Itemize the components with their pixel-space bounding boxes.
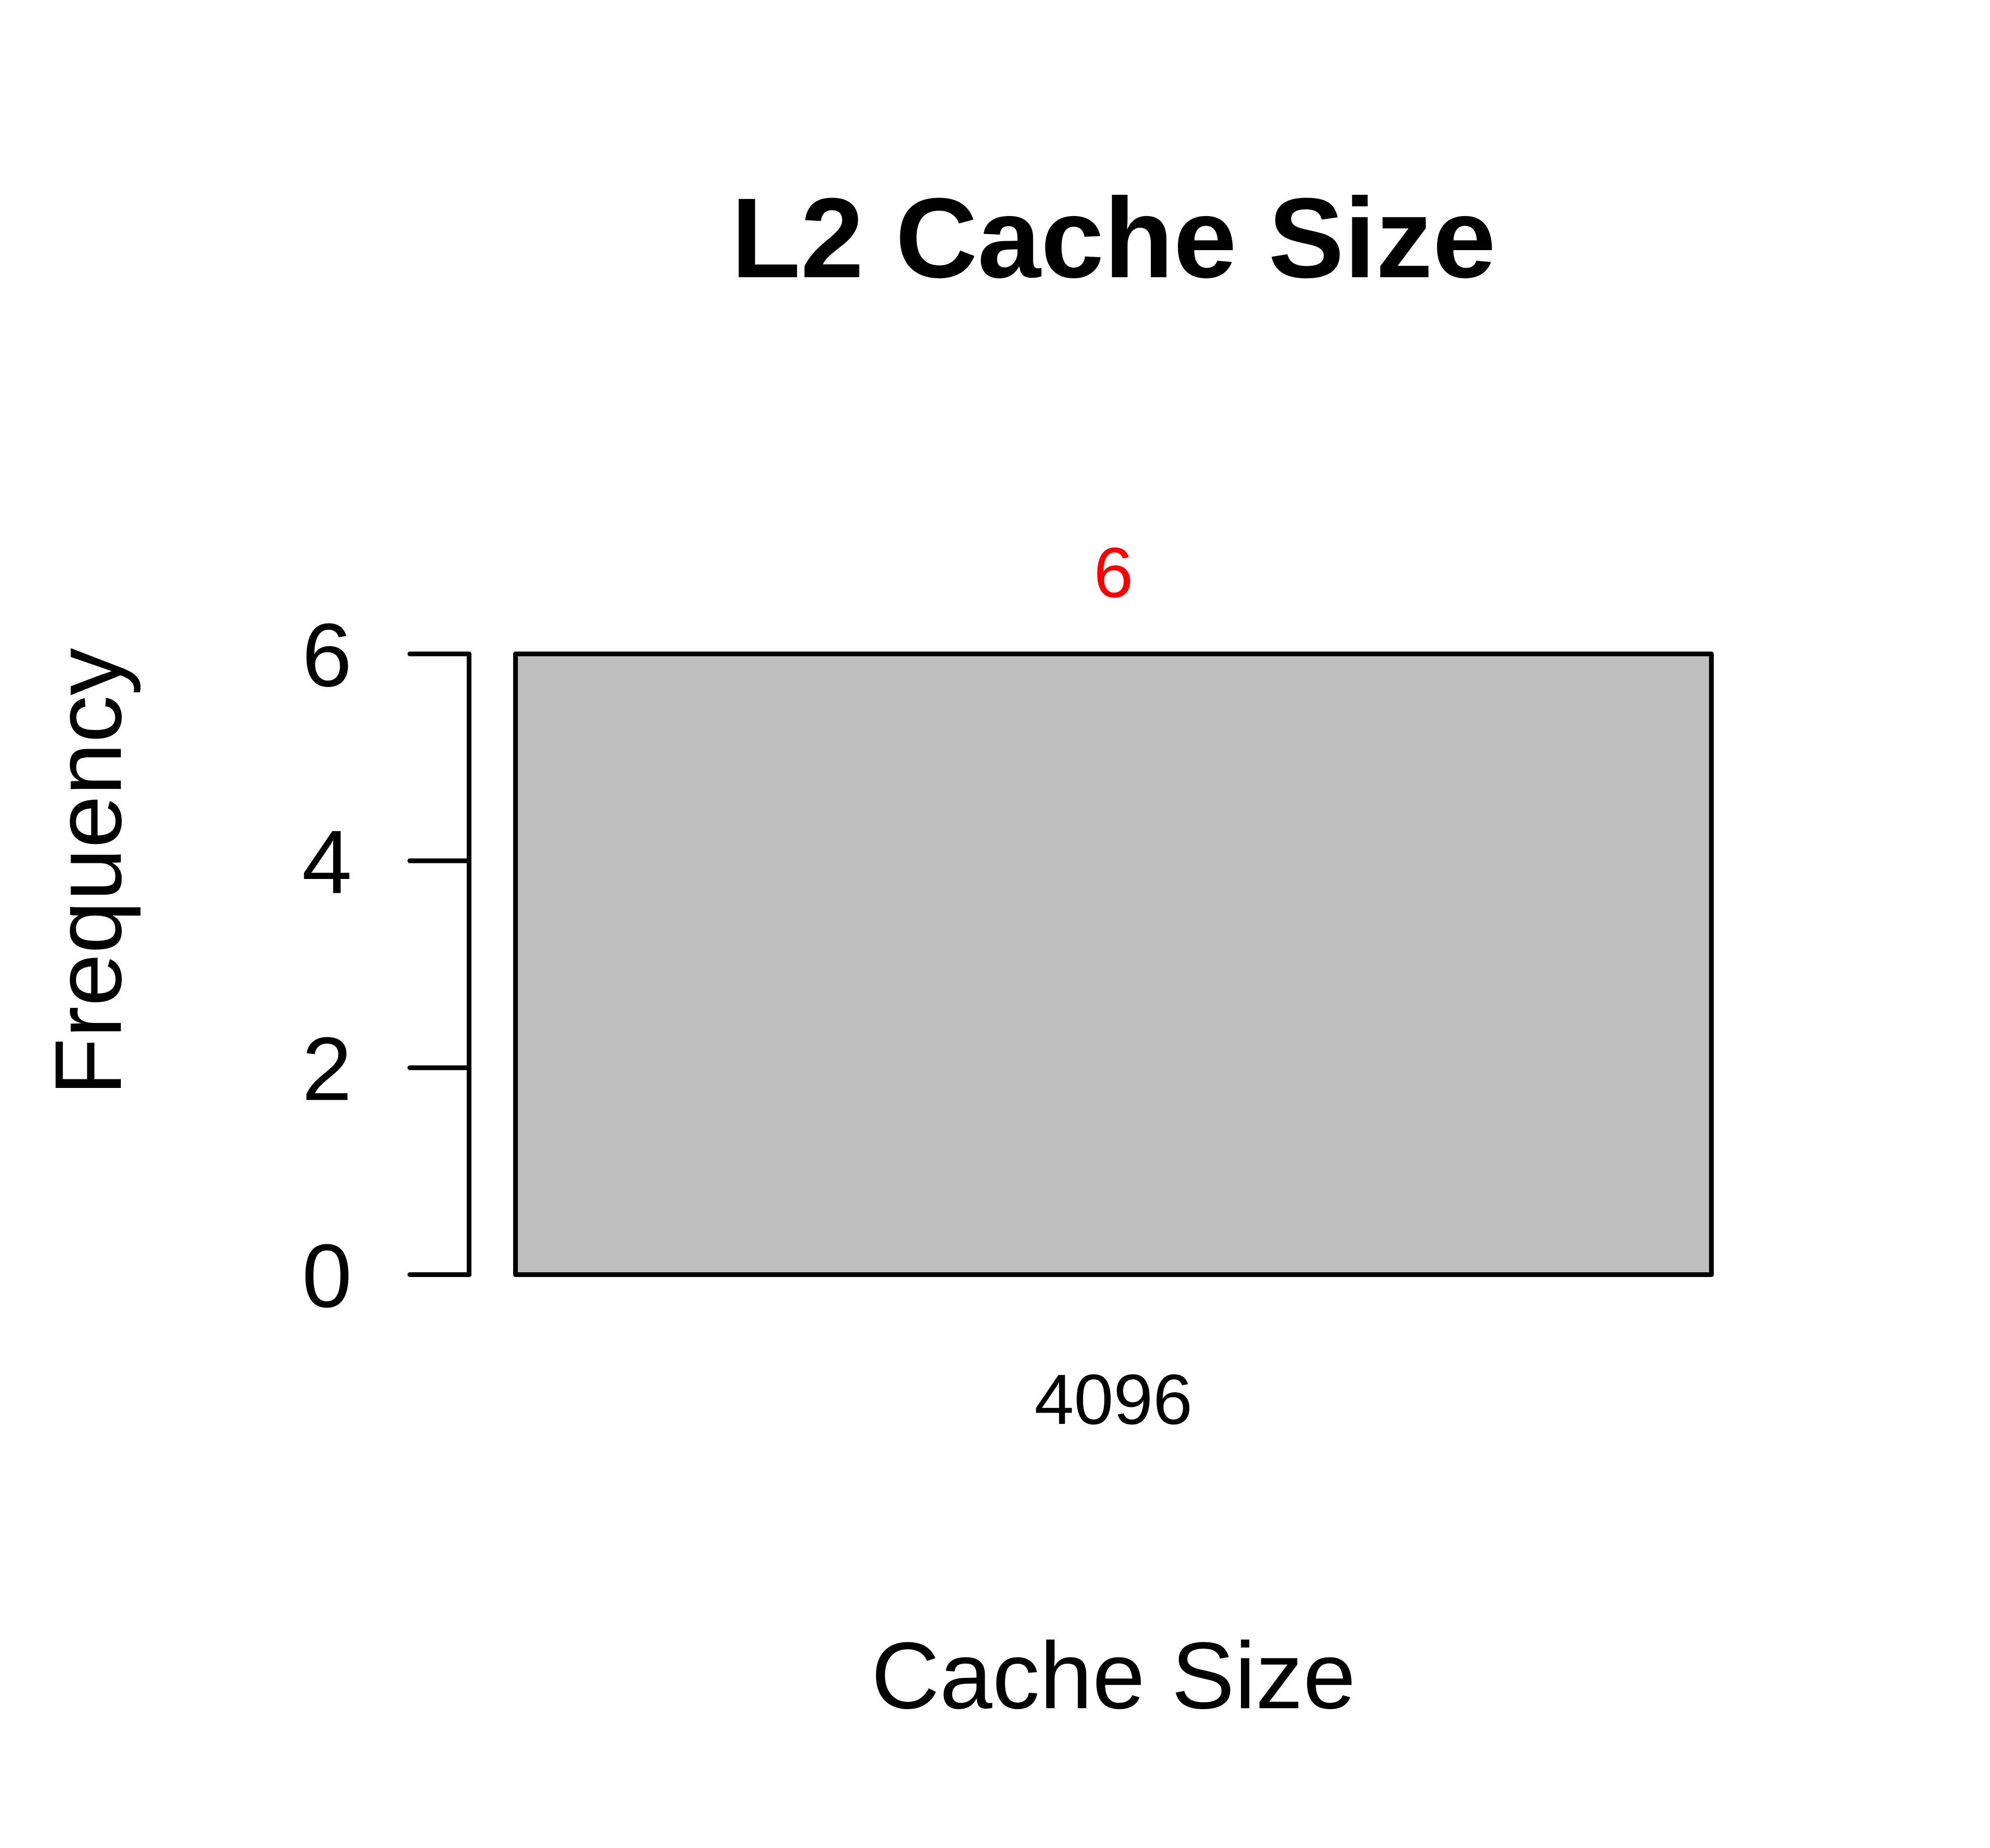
bars xyxy=(513,652,1714,1277)
y-tick-label: 6 xyxy=(302,605,352,706)
data-labels: 6 xyxy=(1094,533,1133,612)
bar-value-label: 6 xyxy=(1094,533,1133,612)
y-axis-title: Frequency xyxy=(36,648,141,1096)
y-tick-label: 4 xyxy=(302,812,352,913)
y-tick-label: 2 xyxy=(302,1019,352,1119)
bar xyxy=(513,652,1714,1277)
x-axis-title: Cache Size xyxy=(871,1623,1356,1729)
category-labels: 4096 xyxy=(1034,1359,1193,1439)
x-category-label: 4096 xyxy=(1034,1359,1193,1439)
y-tick-label: 0 xyxy=(302,1226,352,1326)
chart-title: L2 Cache Size xyxy=(731,174,1496,301)
y-axis: 0 2 4 6 xyxy=(302,605,471,1326)
